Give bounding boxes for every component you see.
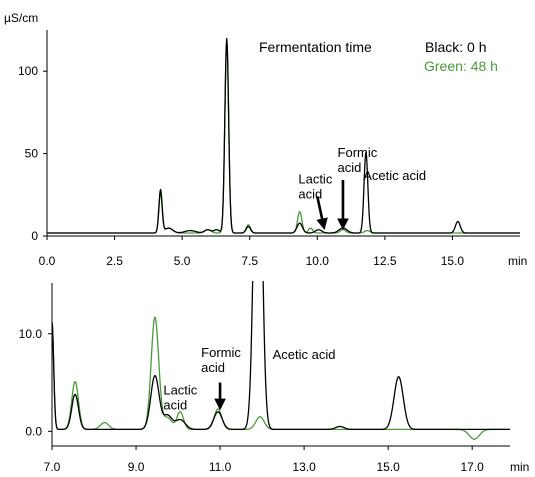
top-x-tick-label: 0.0 [39, 254, 56, 268]
bottom-annotation-label: Lactic acid [163, 382, 197, 412]
bottom-series-group [52, 281, 510, 440]
legend-title: Fermentation time [259, 39, 372, 55]
top-x-tick-label: 2.5 [106, 254, 123, 268]
bottom-x-tick-label: 15.0 [376, 460, 400, 474]
top-x-axis: 0.0 2.5 5.0 7.5 10.0 12.5 15.0 [39, 235, 520, 268]
bottom-annotation-line: acid [201, 360, 225, 375]
top-y-axis-label: µS/cm [4, 11, 38, 25]
legend-black: Black: 0 h [425, 39, 486, 55]
top-x-axis-unit: min [508, 254, 527, 268]
top-annotation-label: Acetic acid [363, 168, 426, 183]
bottom-annotation-line: Acetic acid [273, 347, 336, 362]
bottom-x-axis: 7.0 9.0 11.0 13.0 15.0 17.0 [44, 445, 510, 474]
bottom-annotation-label: Formic acid [201, 345, 241, 375]
legend-green: Green: 48 h [424, 58, 498, 74]
top-series-group [47, 37, 520, 234]
bottom-annotation-label: Acetic acid [273, 347, 336, 362]
top-y-tick-label: 100 [18, 64, 38, 78]
top-x-tick-label: 5.0 [174, 254, 191, 268]
bottom-y-axis: 0.0 10.0 [19, 283, 53, 446]
bottom-x-tick-label: 13.0 [292, 460, 316, 474]
top-x-tick-label: 15.0 [441, 254, 465, 268]
bottom-annotation-line: Lactic [163, 382, 197, 397]
top-series-black-line [47, 37, 520, 234]
bottom-series-black-line [52, 281, 510, 431]
bottom-series-green-line [52, 316, 510, 440]
bottom-y-tick-label: 10.0 [19, 327, 43, 341]
top-annotation-label: Lactic acid [298, 171, 332, 201]
top-annotation-arrow [316, 196, 328, 231]
top-annotation-line: Formic [338, 145, 378, 160]
bottom-y-tick-label: 0.0 [25, 424, 42, 438]
bottom-x-tick-label: 17.0 [461, 460, 485, 474]
top-y-tick-label: 50 [25, 147, 39, 161]
top-x-tick-label: 7.5 [241, 254, 258, 268]
top-y-tick-label: 0 [31, 229, 38, 243]
top-annotation-line: acid [338, 160, 362, 175]
top-x-tick-label: 12.5 [373, 254, 397, 268]
top-annotation-line: Lactic [298, 171, 332, 186]
bottom-x-tick-label: 7.0 [44, 460, 61, 474]
bottom-annotation-line: Formic [201, 345, 241, 360]
bottom-x-tick-label: 11.0 [209, 460, 232, 474]
bottom-x-tick-label: 9.0 [128, 460, 145, 474]
top-y-axis: 0 50 100 [18, 30, 48, 243]
top-annotation-label: Formic acid [338, 145, 378, 175]
bottom-x-axis-unit: min [510, 460, 529, 474]
top-annotation-line: Acetic acid [363, 168, 426, 183]
bottom-chart-panel: 0.0 10.0 7.0 9.0 11.0 13.0 15.0 17.0 min Formi… [19, 281, 529, 474]
top-chart-panel: µS/cm 0 50 100 0.0 2.5 5.0 7.5 10.0 12.5 15.0 mi… [4, 11, 527, 268]
bottom-annotation-line: acid [163, 397, 187, 412]
top-x-tick-label: 10.0 [306, 254, 330, 268]
